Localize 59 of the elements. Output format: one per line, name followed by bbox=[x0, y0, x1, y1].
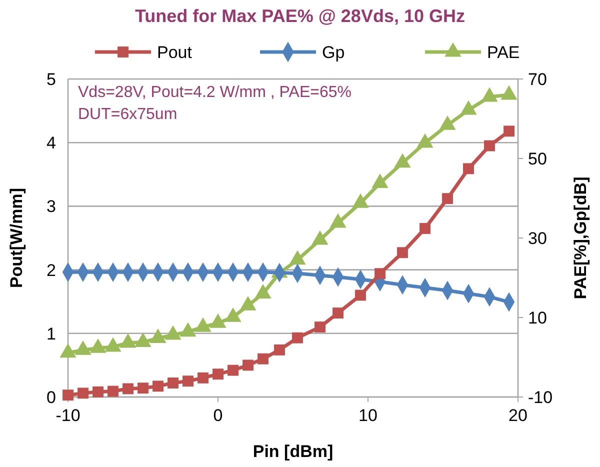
point bbox=[500, 85, 518, 100]
point bbox=[374, 268, 386, 280]
point bbox=[330, 213, 346, 228]
point bbox=[228, 364, 238, 376]
y-tick-label: 1 bbox=[46, 324, 56, 344]
legend-label: Gp bbox=[322, 43, 345, 62]
point bbox=[168, 378, 178, 388]
point bbox=[258, 353, 268, 364]
annotation: Vds=28V, Pout=4.2 W/mm , PAE=65% bbox=[78, 84, 352, 101]
point bbox=[442, 193, 453, 204]
x-tick-label: 20 bbox=[508, 406, 528, 425]
y-tick-label: 3 bbox=[46, 197, 56, 216]
point bbox=[463, 163, 474, 174]
point bbox=[152, 380, 164, 392]
y2-tick-label: 70 bbox=[528, 70, 547, 89]
point bbox=[182, 376, 194, 387]
y-tick-label: 5 bbox=[46, 70, 56, 89]
point bbox=[92, 386, 104, 398]
point bbox=[198, 372, 208, 384]
x-tick-label: -10 bbox=[56, 406, 80, 425]
chart-title: Tuned for Max PAE% @ 28Vds, 10 GHz bbox=[135, 6, 465, 26]
point bbox=[78, 388, 88, 399]
legend-label: PAE bbox=[487, 43, 520, 62]
point bbox=[460, 100, 477, 115]
point bbox=[394, 153, 411, 168]
legend-label: Pout bbox=[157, 43, 192, 62]
y2-axis-title: PAE[%],Gp[dB] bbox=[571, 176, 590, 300]
y2-tick-label: 50 bbox=[528, 150, 547, 168]
point bbox=[416, 133, 434, 148]
point bbox=[504, 126, 514, 137]
point bbox=[122, 383, 134, 394]
point bbox=[439, 116, 456, 130]
point bbox=[62, 390, 74, 401]
point bbox=[484, 140, 495, 152]
point bbox=[292, 332, 303, 344]
y2-tick-label: 30 bbox=[528, 229, 547, 248]
point bbox=[108, 386, 118, 397]
y-tick-label: 4 bbox=[46, 134, 56, 153]
x-tick-label: 0 bbox=[213, 406, 223, 425]
annotation: DUT=6x75um bbox=[78, 106, 178, 123]
point bbox=[481, 87, 498, 102]
y2-tick-label: -10 bbox=[528, 388, 553, 407]
y-axis-title: Pout[W/mm] bbox=[7, 188, 26, 288]
x-tick-label: 10 bbox=[358, 406, 378, 425]
point bbox=[138, 382, 148, 394]
point bbox=[212, 368, 224, 380]
y-tick-label: 2 bbox=[46, 260, 56, 280]
point bbox=[242, 360, 254, 371]
point bbox=[372, 174, 388, 188]
point bbox=[420, 222, 430, 234]
point bbox=[352, 193, 369, 208]
point bbox=[355, 290, 366, 301]
point bbox=[314, 322, 326, 333]
point bbox=[274, 344, 285, 356]
point bbox=[397, 247, 408, 258]
x-axis-title: Pin [dBm] bbox=[252, 442, 334, 461]
y2-tick-label: 10 bbox=[528, 308, 547, 328]
y-tick-label: 0 bbox=[46, 388, 56, 407]
point bbox=[332, 308, 344, 319]
